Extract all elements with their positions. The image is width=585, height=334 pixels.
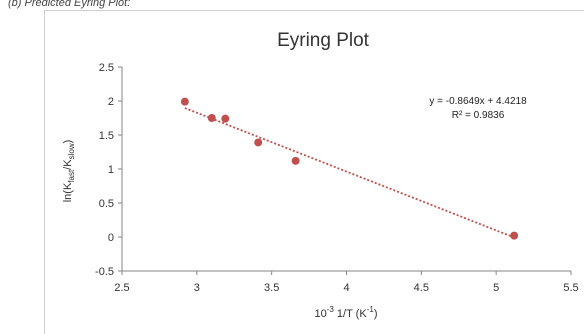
y-tick-label: 1.5 [99,130,114,142]
trendline [184,107,515,239]
x-tick-label: 4.5 [414,282,429,294]
x-tick-label: 4 [343,282,349,294]
data-point [510,231,519,240]
x-tick-label: 5 [493,282,499,294]
chart-title: Eyring Plot [277,30,370,51]
y-tick-label: -0.5 [95,266,114,278]
y-tick-label: 0 [108,232,114,244]
x-axis-label: 10-3 1/T (K-1) [315,305,378,320]
tick-labels: 2.5 3 3.5 4 4.5 5 5.5 2.5 2 1.5 1 0.5 0 -0.5 [95,62,579,294]
y-tick-label: 2 [108,96,114,108]
x-tick-label: 3.5 [264,282,279,294]
y-tick-label: 0.5 [99,198,114,210]
data-point [221,114,230,123]
figure-caption: (b) Predicted Eyring Plot: [8,0,131,9]
y-tick-label: 1 [108,164,114,176]
axes [118,66,572,275]
y-tick-label: 2.5 [99,62,114,74]
data-point [291,156,300,165]
data-point [180,97,189,106]
x-tick-label: 5.5 [563,282,578,294]
r-squared: R² = 0.9836 [452,110,505,121]
x-tick-label: 3 [194,282,200,294]
x-tick-label: 2.5 [114,282,129,294]
chart-frame [44,10,584,334]
trendline-path [184,107,515,239]
data-points [180,97,519,240]
y-axis-label: ln(Kfast/Kslow) [62,140,76,203]
data-point [207,114,216,122]
data-point [254,138,263,147]
trend-equation: y = -0.8649x + 4.4218 [429,96,527,107]
